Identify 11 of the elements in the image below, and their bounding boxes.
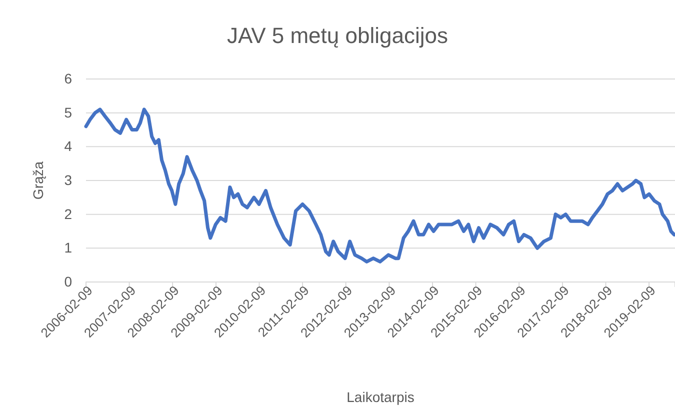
y-tick-label: 0 bbox=[64, 273, 72, 290]
y-axis-title: Grąža bbox=[30, 161, 46, 200]
y-tick-label: 1 bbox=[64, 240, 72, 256]
line-series bbox=[84, 108, 675, 264]
x-axis-title: Laikotarpis bbox=[346, 389, 414, 405]
y-tick-label: 2 bbox=[64, 206, 72, 222]
y-tick-label: 6 bbox=[64, 70, 72, 86]
y-tick-label: 3 bbox=[64, 172, 72, 188]
chart-title: JAV 5 metų obligacijos bbox=[227, 23, 448, 48]
y-tick-label: 5 bbox=[64, 104, 72, 120]
y-tick-label: 4 bbox=[64, 138, 72, 154]
